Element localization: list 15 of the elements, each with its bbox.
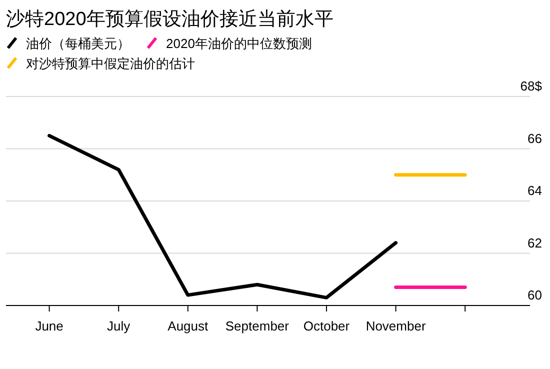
y-tick-label: 68$ — [520, 78, 543, 94]
y-tick-label: 62 — [528, 235, 542, 250]
x-tick-label: October — [303, 318, 350, 334]
y-tick-label: 66 — [528, 130, 542, 146]
legend-label: 油价（每桶美元） — [26, 36, 130, 51]
x-tick-label: August — [168, 318, 209, 334]
x-tick-label: June — [35, 318, 64, 334]
legend-label: 对沙特预算中假定油价的估计 — [26, 56, 195, 71]
x-tick-label: July — [107, 318, 131, 334]
x-tick-label: November — [366, 318, 426, 334]
legend-label: 2020年油价的中位数预测 — [166, 36, 312, 51]
y-tick-label: 64 — [528, 183, 542, 198]
x-tick-label: September — [225, 318, 290, 334]
y-tick-label: 60 — [528, 288, 542, 302]
chart-title: 沙特2020年预算假设油价接近当前水平 — [6, 9, 334, 30]
